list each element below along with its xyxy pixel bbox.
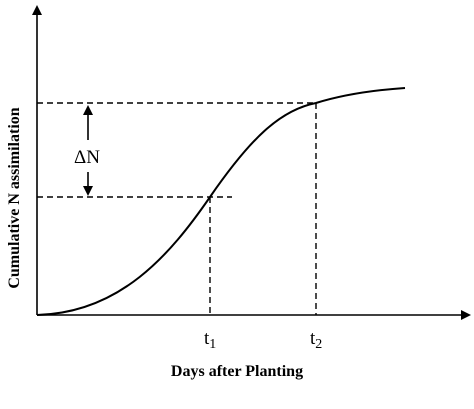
time-base: t	[204, 328, 210, 349]
x-axis-label: Days after Planting	[171, 363, 303, 380]
time-sub: 1	[209, 337, 216, 352]
y-axis-label: Cumulative N assimilation	[6, 107, 23, 288]
sigmoid-curve	[36, 87, 406, 316]
time-label: t2	[310, 328, 322, 352]
time-label: t1	[204, 328, 216, 352]
delta-label: ΔN	[74, 147, 100, 168]
time-sub: 2	[315, 337, 322, 352]
time-base: t	[310, 328, 316, 349]
